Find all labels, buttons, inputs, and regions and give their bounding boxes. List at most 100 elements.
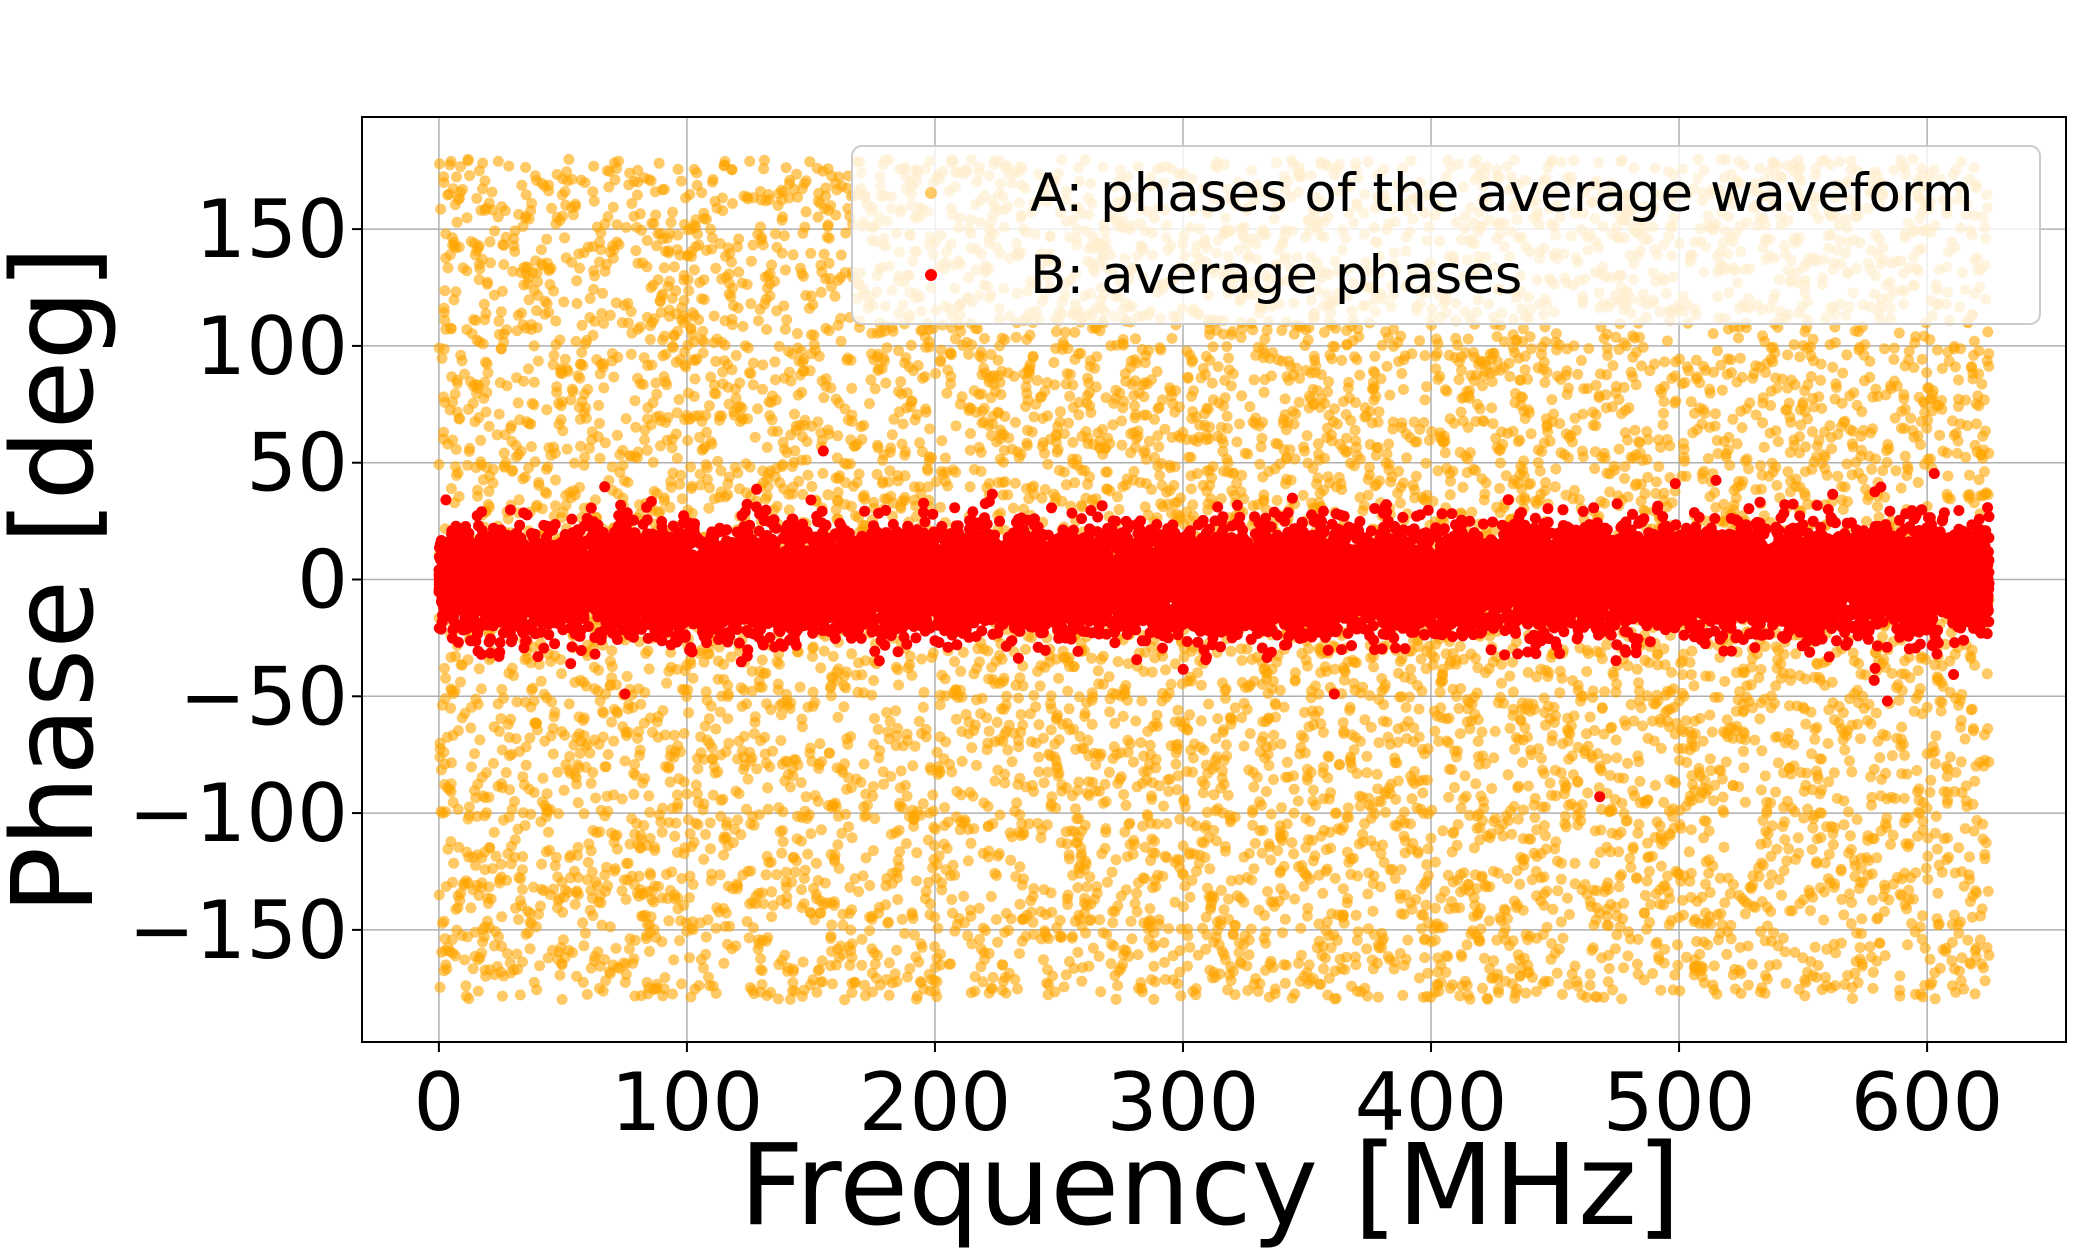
scatter-point [1266,370,1277,381]
scatter-point [1299,446,1310,457]
scatter-point [1361,943,1372,954]
scatter-point [844,960,855,971]
scatter-point [1145,749,1156,760]
scatter-point [892,894,903,905]
scatter-point [1893,679,1904,690]
scatter-point [437,353,448,364]
scatter-point [603,182,614,193]
scatter-point [828,651,839,662]
scatter-point [1174,814,1185,825]
scatter-point [1067,437,1078,448]
scatter-point [1114,504,1125,515]
scatter-point [1710,502,1721,513]
scatter-point [1208,394,1219,405]
scatter-point [1298,490,1309,501]
scatter-point [1689,680,1700,691]
scatter-point [1242,644,1253,655]
scatter-point [1167,333,1178,344]
scatter-point [654,158,665,169]
scatter-point [1585,712,1596,723]
scatter-point [453,725,464,736]
scatter-point [1970,988,1981,999]
scatter-point [583,857,594,868]
scatter-point [484,421,495,432]
scatter-point [1775,658,1786,669]
scatter-point [630,395,641,406]
scatter-point [488,758,499,769]
scatter-point [859,759,870,770]
scatter-point [727,198,738,209]
scatter-point [1105,340,1116,351]
scatter-point [929,912,940,923]
scatter-point [1512,782,1523,793]
scatter-point [968,823,979,834]
scatter-point [1713,692,1724,703]
scatter-point [515,989,526,1000]
scatter-point [1505,723,1516,734]
scatter-point [1842,459,1853,470]
scatter-point [1107,917,1118,928]
scatter-point [583,838,594,849]
scatter-point [541,464,552,475]
scatter-point [1578,451,1589,462]
scatter-point [1463,334,1474,345]
scatter-point [1268,730,1279,741]
scatter-point [1807,892,1818,903]
scatter-point [1942,798,1953,809]
scatter-point [906,340,917,351]
scatter-point [1637,721,1648,732]
scatter-point [1289,808,1300,819]
scatter-point [1300,340,1311,351]
scatter-point [1866,464,1877,475]
scatter-point [864,880,875,891]
scatter-point [1757,417,1768,428]
scatter-point [485,236,496,247]
scatter-point [1513,814,1524,825]
scatter-point [1130,333,1141,344]
scatter-point [679,728,690,739]
scatter-point [840,682,851,693]
scatter-point [1638,342,1649,353]
scatter-point [1184,709,1195,720]
scatter-point [1198,745,1209,756]
scatter-point [927,790,938,801]
scatter-point [481,308,492,319]
scatter-point [1810,942,1821,953]
scatter-point [1421,381,1432,392]
scatter-point [1929,967,1940,978]
scatter-point [523,363,534,374]
scatter-point [574,373,585,384]
scatter-point [707,177,718,188]
scatter-point [1812,441,1823,452]
scatter-point [669,261,680,272]
scatter-point [1373,992,1384,1003]
scatter-point [548,749,559,760]
scatter-point [550,500,561,511]
scatter-point [979,333,990,344]
scatter-point [1931,811,1942,822]
scatter-point [1787,905,1798,916]
scatter-point [536,859,547,870]
scatter-point [1456,803,1467,814]
scatter-point [1308,785,1319,796]
scatter-point [1727,414,1738,425]
scatter-point [518,376,529,387]
scatter-point [1074,691,1085,702]
scatter-point [1403,716,1414,727]
scatter-point [1418,417,1429,428]
scatter-point [765,268,776,279]
scatter-point [1836,481,1847,492]
scatter-point [1658,408,1669,419]
scatter-point [534,960,545,971]
scatter-point [1872,501,1883,512]
scatter-point [991,914,1002,925]
scatter-point [1395,498,1406,509]
scatter-point [912,991,923,1002]
scatter-point [1249,374,1260,385]
scatter-point [1710,408,1721,419]
scatter-point [1393,668,1404,679]
scatter-point [579,808,590,819]
scatter-point [1827,677,1838,688]
scatter-point [1005,855,1016,866]
scatter-point [607,661,618,672]
